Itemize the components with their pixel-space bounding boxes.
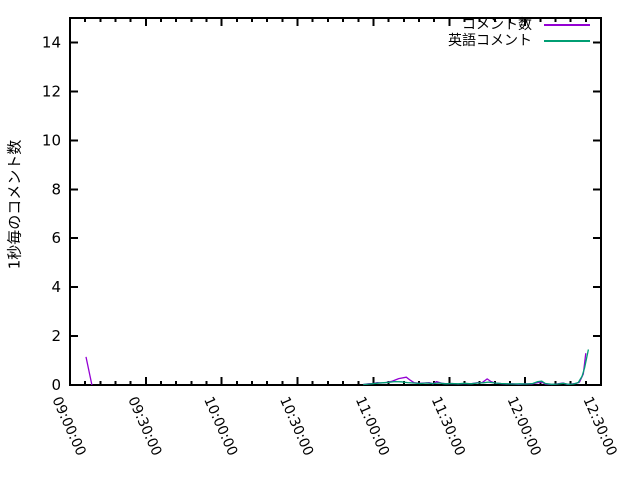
y-tick-label: 2 (51, 327, 61, 345)
x-tick-label: 11:00:00 (352, 394, 392, 458)
y-axis-title: 1秒毎のコメント数 (5, 139, 24, 270)
y-tick-label: 8 (51, 180, 61, 198)
legend-item-comments: コメント数 (448, 17, 590, 33)
series-line-comments (85, 356, 93, 386)
legend: コメント数 英語コメント (448, 17, 590, 49)
legend-item-english-comments: 英語コメント (448, 33, 590, 49)
x-tick-label: 12:30:00 (579, 394, 619, 458)
plot-border (69, 17, 602, 386)
x-tick-label: 09:30:00 (124, 394, 164, 458)
x-tick-label: 11:30:00 (428, 394, 468, 458)
y-tick-label: 6 (51, 229, 61, 247)
legend-label-english-comments: 英語コメント (448, 33, 532, 49)
y-tick-label: 4 (51, 278, 61, 296)
legend-line-sample-comments (544, 24, 590, 26)
legend-label-comments: コメント数 (462, 17, 532, 33)
x-tick-label: 10:30:00 (276, 394, 316, 458)
y-tick-label: 0 (51, 376, 61, 394)
x-tick-label: 12:00:00 (504, 394, 544, 458)
y-tick-label: 14 (42, 33, 61, 51)
x-tick-label: 09:00:00 (48, 394, 88, 458)
series-line-english-comments (363, 349, 590, 386)
x-tick-label: 10:00:00 (200, 394, 240, 458)
legend-line-sample-english-comments (544, 40, 590, 42)
y-tick-label: 12 (42, 82, 61, 100)
y-tick-label: 10 (42, 131, 61, 149)
series-line-comments (363, 353, 587, 386)
